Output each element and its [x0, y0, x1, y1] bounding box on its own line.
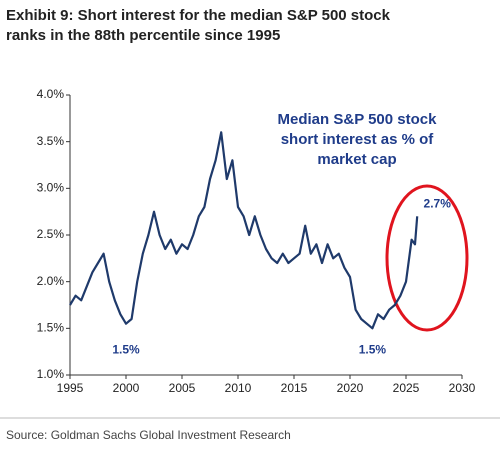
- y-tick-label: 2.5%: [37, 227, 65, 241]
- chart-title: ranks in the 88th percentile since 1995: [6, 27, 280, 44]
- x-tick-label: 2020: [337, 381, 364, 395]
- line-series: [69, 131, 419, 330]
- x-tick-label: 1995: [57, 381, 84, 395]
- x-tick-label: 2015: [281, 381, 308, 395]
- x-tick-label: 2000: [113, 381, 140, 395]
- x-tick-label: 2010: [225, 381, 252, 395]
- point-label: 2.7%: [424, 197, 452, 211]
- y-tick-label: 3.5%: [37, 134, 65, 148]
- x-tick-label: 2005: [169, 381, 196, 395]
- y-tick-label: 3.0%: [37, 181, 65, 195]
- annotation: Median S&P 500 stock: [278, 111, 438, 128]
- x-tick-label: 2030: [449, 381, 476, 395]
- y-tick-label: 4.0%: [37, 87, 65, 101]
- annotation: short interest as % of: [281, 131, 435, 148]
- y-tick-label: 1.5%: [37, 321, 65, 335]
- highlight-ellipse: [385, 184, 469, 332]
- x-tick-label: 2025: [393, 381, 420, 395]
- y-tick-label: 1.0%: [37, 367, 65, 381]
- point-label: 1.5%: [112, 343, 140, 357]
- annotation: market cap: [317, 151, 396, 168]
- y-tick-label: 2.0%: [37, 274, 65, 288]
- chart-title: Exhibit 9: Short interest for the median…: [6, 7, 391, 24]
- point-label: 1.5%: [359, 343, 387, 357]
- source: Source: Goldman Sachs Global Investment …: [6, 428, 291, 442]
